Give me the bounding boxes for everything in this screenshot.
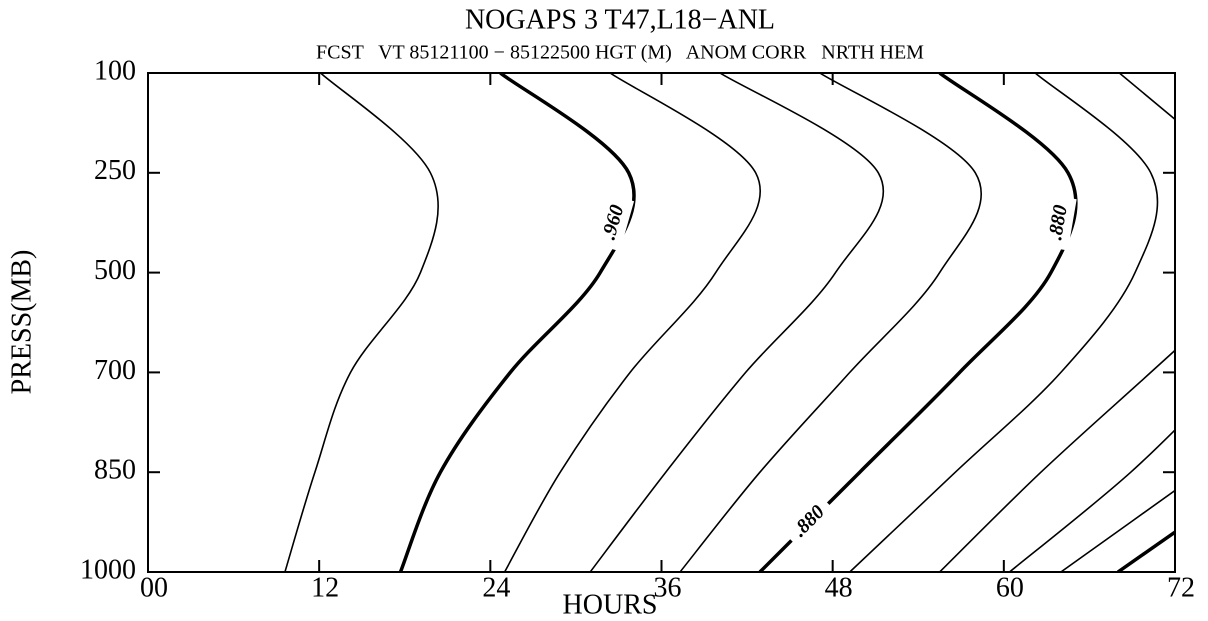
y-tick-label: 700 xyxy=(94,355,136,386)
contour-line xyxy=(284,73,439,572)
contour-line xyxy=(849,73,1159,572)
contour-line xyxy=(1060,489,1175,572)
contour-line xyxy=(758,73,1078,572)
x-tick-label: 60 xyxy=(996,572,1024,603)
contour-line xyxy=(679,73,982,572)
contour-line xyxy=(398,73,636,572)
contour-line xyxy=(589,73,885,572)
contour-line xyxy=(1116,529,1175,572)
y-tick-label: 1000 xyxy=(80,554,136,585)
contour-line xyxy=(1118,73,1175,121)
y-tick-label: 250 xyxy=(94,155,136,186)
x-tick-label: 00 xyxy=(140,572,168,603)
x-tick-label: 12 xyxy=(311,572,339,603)
y-axis-label: PRESS(MB) xyxy=(6,250,37,395)
chart-subtitle: FCST VT 85121100 − 85122500 HGT (M) ANOM… xyxy=(316,42,924,64)
x-tick-label: 48 xyxy=(825,572,853,603)
contour-line xyxy=(503,73,762,572)
x-tick-label: 36 xyxy=(654,572,682,603)
y-tick-label: 850 xyxy=(94,455,136,486)
x-tick-label: 72 xyxy=(1167,572,1195,603)
contour-label-bg xyxy=(594,194,635,252)
x-tick-label: 24 xyxy=(482,572,510,603)
contour-label-bg xyxy=(782,494,838,550)
contour-line xyxy=(1009,428,1175,572)
chart-title: NOGAPS 3 T47,L18−ANL xyxy=(465,4,775,35)
plot-frame xyxy=(147,72,1176,573)
contour-label-bg xyxy=(1042,194,1077,251)
y-tick-label: 100 xyxy=(94,55,136,86)
x-axis-label: HOURS xyxy=(563,589,658,620)
contour-group: .960.880.880 xyxy=(284,73,1175,572)
y-tick-label: 500 xyxy=(94,255,136,286)
contour-line xyxy=(939,349,1175,572)
